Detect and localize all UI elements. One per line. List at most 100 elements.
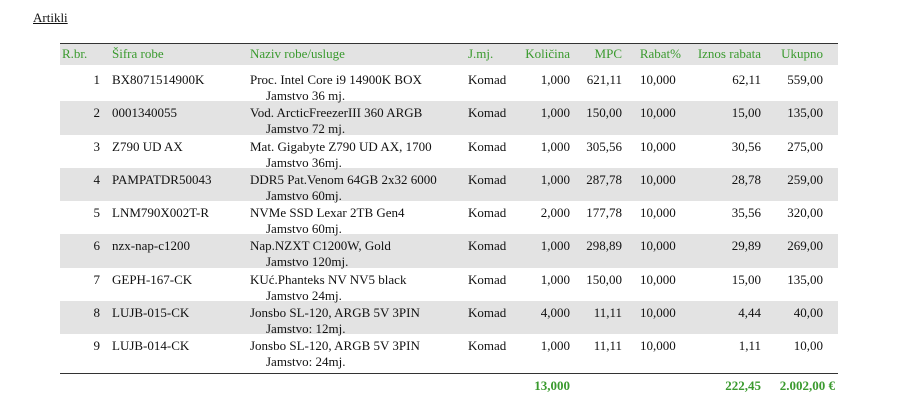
header-cell: Rabat% (639, 46, 681, 61)
row-cell: 621,11 (586, 72, 622, 87)
row-cell: Komad (468, 105, 507, 121)
row-cell: 1,000 (540, 271, 570, 287)
header-cell: Ukupno (781, 46, 823, 61)
row-cell: Nap.NZXT C1200W, Gold (250, 238, 391, 254)
row-cell: 2 (93, 105, 101, 121)
row-cell: 10,00 (793, 338, 823, 353)
row-cell: 7 (93, 271, 101, 287)
row-cell: 11,11 (593, 304, 622, 320)
row-cell: PAMPATDR50043 (112, 171, 212, 187)
row-cell: Jamstvo 72 mj. (266, 121, 346, 137)
row-cell: 6 (93, 238, 101, 254)
row-cell: 1,000 (540, 105, 570, 121)
row-cell: Jonsbo SL-120, ARGB 5V 3PIN (250, 338, 420, 353)
row-cell: Jamstvo: 24mj. (266, 354, 346, 369)
row-cell: 9 (93, 338, 101, 353)
row-cell: Komad (468, 338, 507, 353)
row-cell: 1,000 (540, 72, 570, 87)
row-cell: Jamstvo 60mj. (266, 187, 342, 203)
header-cell: MPC (594, 46, 622, 61)
total-quantity: 13,000 (534, 378, 570, 393)
row-cell: 40,00 (793, 304, 823, 320)
row-cell: LUJB-015-CK (112, 304, 190, 320)
row-cell: 10,000 (640, 271, 676, 287)
row-cell: 4,44 (738, 304, 761, 320)
row-cell: Jonsbo SL-120, ARGB 5V 3PIN (250, 304, 420, 320)
row-cell: 135,00 (787, 271, 823, 287)
header-cell: R.br. (62, 46, 88, 61)
row-cell: 10,000 (640, 171, 676, 187)
row-cell: NVMe SSD Lexar 2TB Gen4 (250, 205, 405, 220)
row-cell: 10,000 (640, 138, 676, 154)
row-cell: DDR5 Pat.Venom 64GB 2x32 6000 (250, 171, 437, 187)
row-cell: Komad (468, 304, 507, 320)
header-cell: Šifra robe (112, 46, 164, 61)
row-cell: BX8071514900K (112, 72, 205, 87)
header-bg (60, 43, 838, 65)
row-cell: 559,00 (787, 72, 823, 87)
row-cell: Komad (468, 205, 507, 220)
row-cell: 5 (93, 205, 101, 220)
header-line (60, 43, 838, 44)
row-cell: 10,000 (640, 72, 676, 87)
row-cell: Komad (468, 271, 507, 287)
row-cell: 298,89 (586, 238, 622, 254)
row-cell: 0001340055 (112, 105, 177, 121)
row-cell: KUć.Phanteks NV NV5 black (250, 271, 407, 287)
header-cell: J.mj. (468, 46, 494, 61)
row-cell: nzx-nap-c1200 (112, 238, 190, 254)
row-cell: 1,000 (540, 171, 570, 187)
row-cell: 15,00 (731, 105, 761, 121)
row-cell: 1 (93, 72, 101, 87)
row-cell: Jamstvo 60mj. (266, 221, 342, 236)
row-cell: 3 (93, 138, 101, 154)
row-cell: Mat. Gigabyte Z790 UD AX, 1700 (250, 138, 432, 154)
row-cell: 1,000 (540, 238, 570, 254)
row-cell: 10,000 (640, 238, 676, 254)
row-bg (60, 167, 838, 201)
row-cell: 177,78 (586, 205, 622, 220)
row-cell: Jamstvo 36mj. (266, 154, 342, 170)
row-cell: 275,00 (787, 138, 823, 154)
row-cell: 2,000 (540, 205, 570, 220)
total-amount: 2.002,00 € (779, 378, 835, 393)
row-cell: Jamstvo 24mj. (266, 287, 342, 303)
header-cell: Naziv robe/usluge (250, 46, 345, 61)
row-cell: 287,78 (586, 171, 622, 187)
row-cell: 8 (93, 304, 101, 320)
row-cell: LUJB-014-CK (112, 338, 190, 353)
row-bg (60, 300, 838, 334)
total-discount: 222,45 (725, 378, 761, 393)
row-cell: Z790 UD AX (112, 138, 183, 154)
row-cell: 4,000 (540, 304, 570, 320)
row-cell: 135,00 (787, 105, 823, 121)
row-cell: 10,000 (640, 105, 676, 121)
row-bg (60, 101, 838, 135)
row-bg (60, 234, 838, 268)
row-cell: Komad (468, 72, 507, 87)
row-cell: Jamstvo 120mj. (266, 254, 349, 270)
row-cell: 29,89 (731, 238, 761, 254)
row-cell: Vod. ArcticFreezerIII 360 ARGB (250, 105, 423, 121)
row-cell: Komad (468, 171, 507, 187)
row-cell: GEPH-167-CK (112, 271, 193, 287)
row-cell: 10,000 (640, 338, 676, 353)
section-title: Artikli (33, 10, 68, 25)
row-cell: 28,78 (731, 171, 761, 187)
row-cell: 269,00 (787, 238, 823, 254)
row-cell: 15,00 (731, 271, 761, 287)
header-cell: Količina (525, 46, 570, 61)
row-cell: Proc. Intel Core i9 14900K BOX (250, 72, 422, 87)
row-cell: 1,000 (540, 338, 570, 353)
row-cell: 4 (93, 171, 101, 187)
row-cell: 35,56 (731, 205, 761, 220)
row-cell: 150,00 (586, 105, 622, 121)
bottom-line (60, 373, 838, 374)
row-cell: 259,00 (787, 171, 823, 187)
row-cell: Jamstvo: 12mj. (266, 320, 346, 336)
row-cell: 62,11 (732, 72, 761, 87)
row-cell: 30,56 (731, 138, 761, 154)
row-cell: 1,11 (738, 338, 761, 353)
row-cell: 1,000 (540, 138, 570, 154)
